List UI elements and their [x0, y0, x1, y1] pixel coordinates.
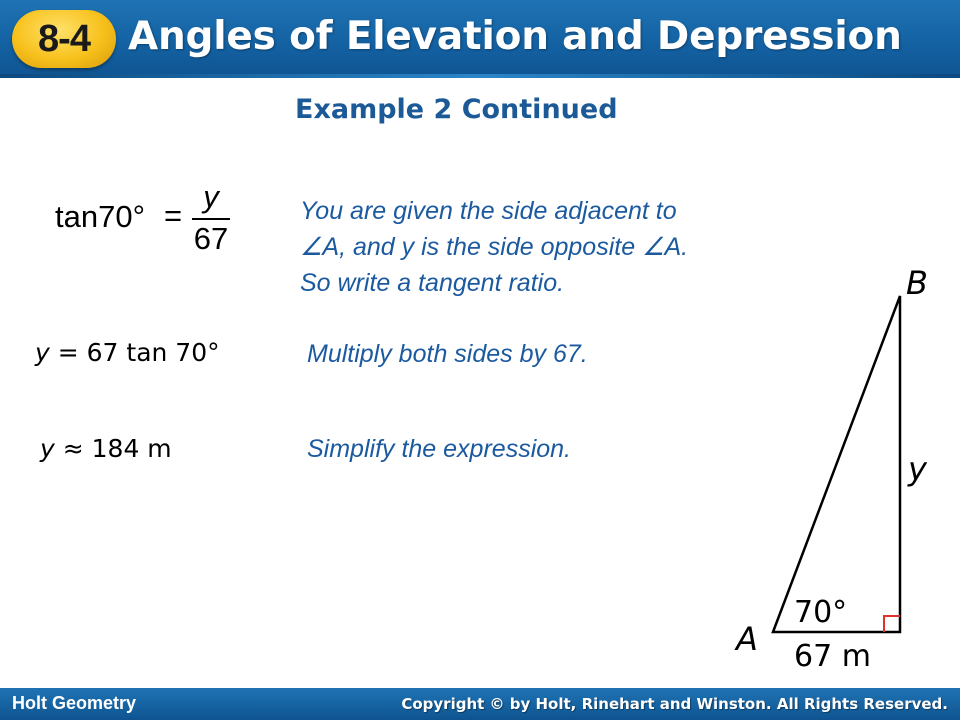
note-1-line-1: You are given the side adjacent to: [300, 197, 677, 225]
vertex-label-b: B: [906, 264, 928, 302]
vertex-label-a: A: [734, 620, 758, 658]
example-subtitle: Example 2 Continued: [295, 94, 618, 125]
fraction-numerator: y: [203, 179, 219, 214]
slide-title: Angles of Elevation and Depression: [128, 14, 902, 59]
angle-symbol: ∠: [642, 233, 665, 261]
header-bar: 8-4 Angles of Elevation and Depression: [0, 0, 960, 78]
step-result: y ≈ 184 m: [40, 434, 172, 463]
note-1-line-3: So write a tangent ratio.: [300, 269, 565, 297]
triangle-shape: [771, 295, 902, 634]
explanation-note-1: You are given the side adjacent to ∠A, a…: [300, 193, 688, 301]
explanation-note-3: Simplify the expression.: [307, 435, 572, 463]
fraction: y 67: [192, 180, 230, 255]
section-badge: 8-4: [12, 10, 116, 68]
angle-symbol: ∠: [300, 233, 323, 261]
equals-sign: =: [164, 198, 183, 233]
right-triangle-diagram: B y A 70° 67 m: [734, 264, 928, 674]
angle-label: 70°: [794, 595, 847, 630]
explanation-note-2: Multiply both sides by 67.: [307, 340, 588, 368]
tangent-lhs: tan70°: [55, 199, 145, 234]
base-length-label: 67 m: [794, 639, 871, 674]
fraction-bar: [192, 218, 230, 220]
section-number: 8-4: [38, 17, 91, 60]
right-angle-marker: [883, 615, 900, 632]
side-label-y: y: [907, 450, 928, 488]
footer-bar: Holt Geometry Copyright © by Holt, Rineh…: [0, 688, 960, 720]
step-multiply: y = 67 tan 70°: [35, 338, 220, 367]
note-1-line-2: ∠A, and y is the side opposite ∠A.: [300, 233, 689, 261]
footer-publisher: Holt Geometry: [12, 693, 137, 713]
footer-copyright: Copyright © by Holt, Rinehart and Winsto…: [401, 695, 948, 713]
fraction-denominator: 67: [193, 221, 229, 256]
